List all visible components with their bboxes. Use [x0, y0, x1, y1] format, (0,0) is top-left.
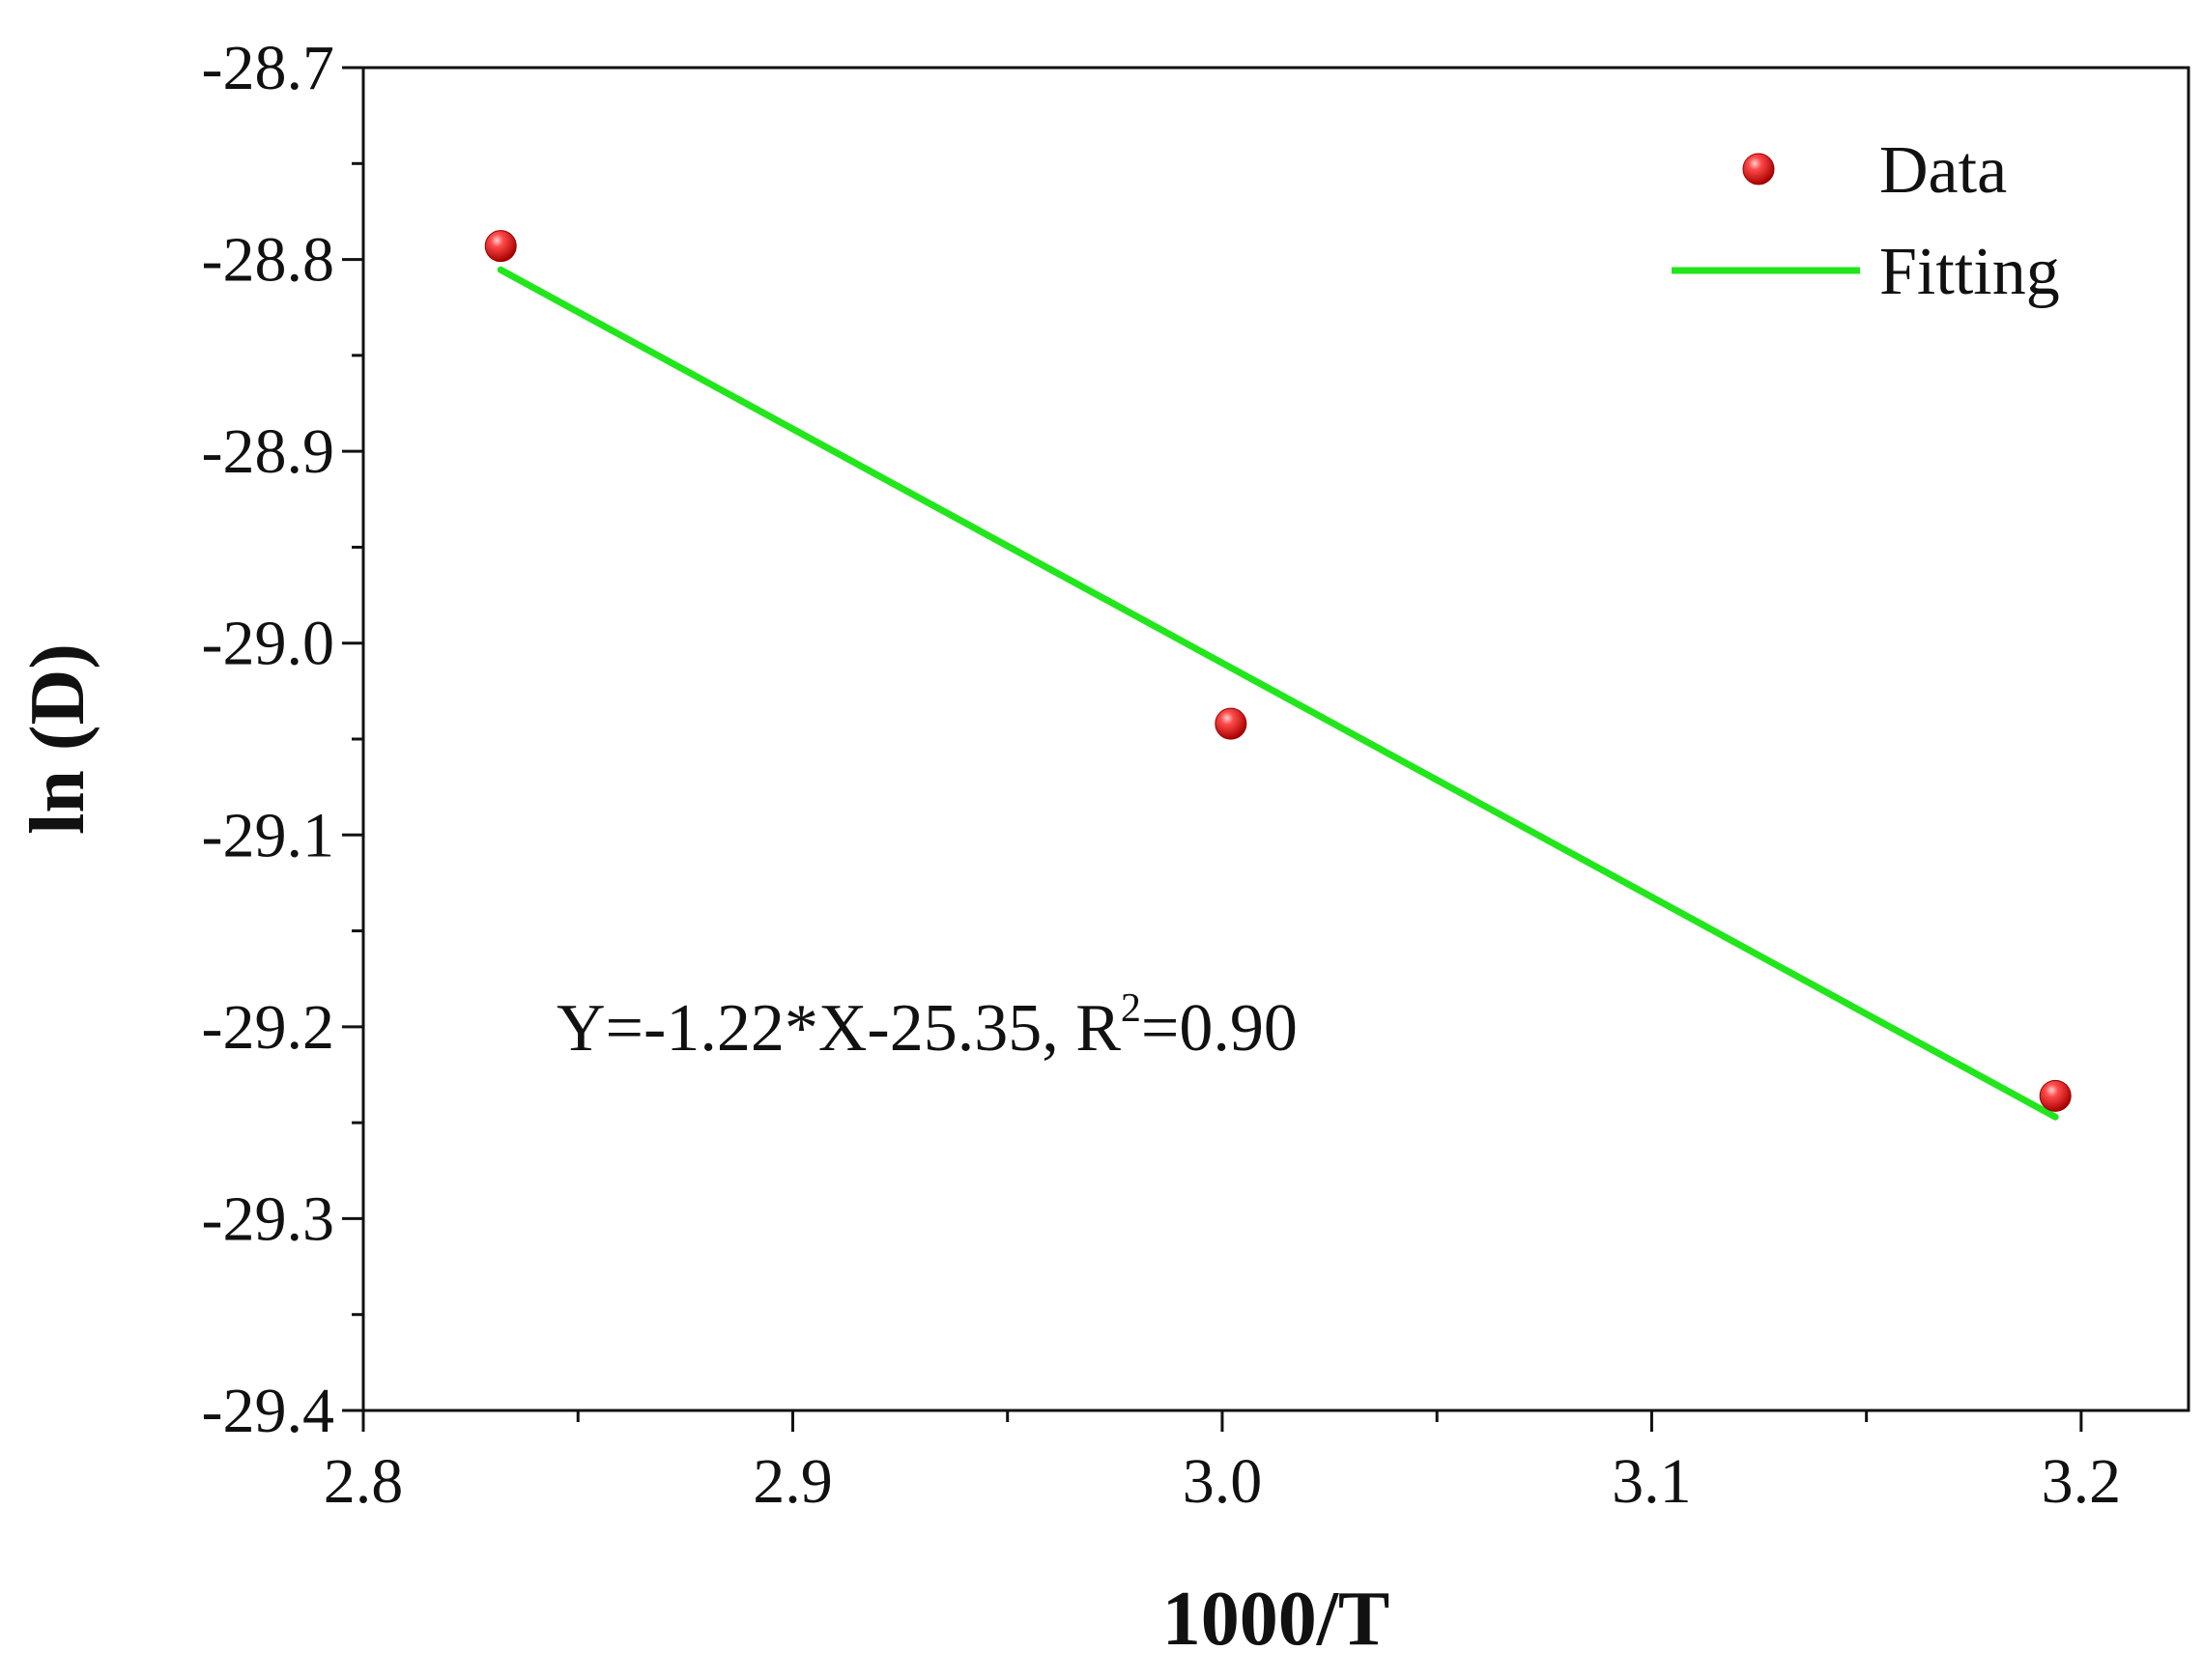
- data-point: [1215, 707, 1247, 740]
- x-tick-label: 2.8: [324, 1446, 404, 1517]
- y-tick-label: -29.4: [202, 1376, 334, 1446]
- fitting-line: [497, 266, 2059, 1121]
- y-tick-label: -28.7: [202, 33, 334, 103]
- x-tick-label: 3.2: [2042, 1446, 2122, 1517]
- y-tick-label: -29.0: [202, 609, 334, 679]
- fit-equation-text: Y=-1.22*X-25.35, R: [557, 991, 1121, 1066]
- legend-data-marker: [1742, 153, 1775, 185]
- y-tick-label: -29.1: [202, 800, 334, 870]
- y-tick-label: -28.9: [202, 416, 334, 487]
- axis-ticks: [342, 66, 2083, 1432]
- legend-label-data: Data: [1879, 133, 2007, 208]
- x-tick-label: 3.0: [1183, 1446, 1263, 1517]
- legend-label-fitting: Fitting: [1879, 235, 2060, 309]
- plot-series: [484, 230, 2072, 1121]
- legend-marker-data: [1742, 153, 1775, 185]
- x-axis-title: 1000/T: [1162, 1577, 1390, 1662]
- fit-equation-superscript: 2: [1121, 986, 1141, 1031]
- y-tick-label: -28.8: [202, 225, 334, 296]
- fit-equation-annotation: Y=-1.22*X-25.35, R2=0.90: [557, 986, 1298, 1066]
- legend: Data Fitting: [1672, 133, 2060, 309]
- axis-tick-labels: 2.8 2.9 3.0 3.1 3.2 -28.7 -28.8 -28.9 -29.0 -29.1…: [202, 33, 2122, 1517]
- y-tick-label: -29.3: [202, 1183, 334, 1254]
- y-tick-label: -29.2: [202, 992, 334, 1063]
- x-tick-label: 3.1: [1612, 1446, 1692, 1517]
- y-axis-title: ln (D): [15, 643, 100, 835]
- plot-area-frame: [361, 66, 2190, 1412]
- x-tick-label: 2.9: [753, 1446, 833, 1517]
- fit-equation-r2-value: =0.90: [1141, 991, 1298, 1066]
- data-point: [2039, 1079, 2072, 1112]
- data-point: [484, 230, 517, 263]
